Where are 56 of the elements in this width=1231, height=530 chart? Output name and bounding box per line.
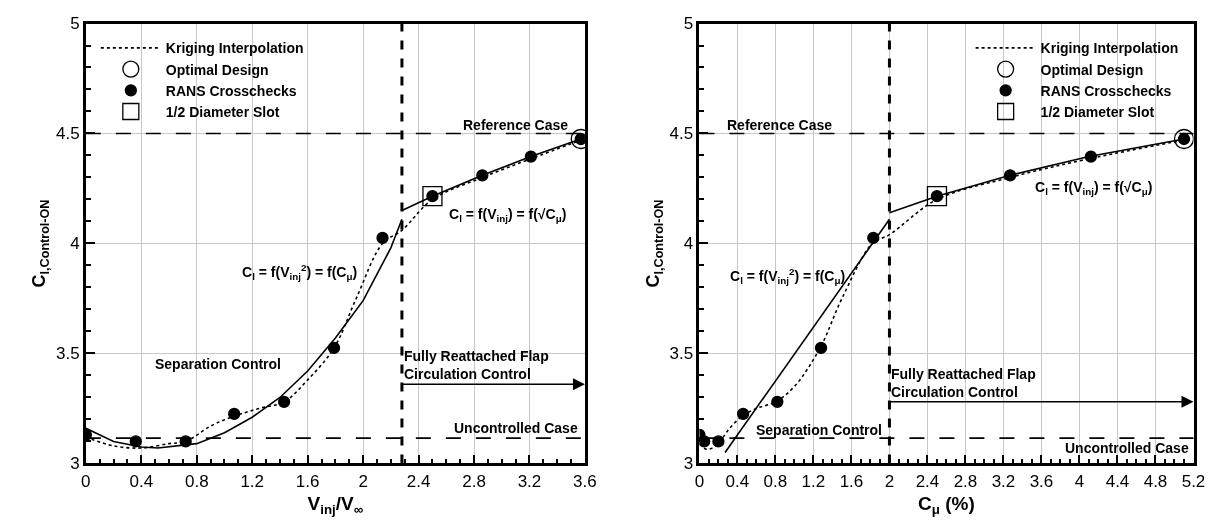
x-tick-label: 2.8 (462, 471, 486, 491)
y-tick-label: 5 (683, 14, 694, 34)
x-tick-label: 4.8 (1143, 471, 1168, 491)
legend-label: Optimal Design (165, 61, 269, 78)
annotation: Uncontrolled Case (1065, 440, 1189, 456)
y-tick-label: 3.5 (669, 344, 694, 364)
annotation: Reference Case (727, 117, 833, 133)
x-tick-label: 2.4 (915, 471, 940, 491)
x-tick-label: 0 (694, 471, 705, 491)
x-tick-label: 3.2 (991, 471, 1016, 491)
legend-label: Optimal Design (1040, 61, 1144, 78)
legend-label: RANS Crosschecks (1040, 82, 1172, 99)
x-tick-label: 5.2 (1181, 471, 1206, 491)
legend-label: 1/2 Diameter Slot (1040, 103, 1155, 120)
annotation: C$_{l}$ = f(V$_{inj}$) = f(√C$_{μ}$) (449, 206, 567, 224)
x-tick-label: 0 (81, 471, 91, 491)
y-tick-label: 4 (683, 234, 694, 254)
x-axis-title: C$_{μ}$ (%) (918, 493, 975, 518)
x-axis-title: V$_{inj}$/V$_{∞}$ (307, 493, 364, 518)
x-tick-label: 2.8 (953, 471, 978, 491)
x-tick-label: 1.6 (295, 471, 320, 491)
legend-label: Kriging Interpolation (165, 40, 304, 57)
annotation: Reference Case (463, 117, 569, 133)
x-tick-label: 2 (884, 471, 895, 491)
x-tick-label: 3.6 (573, 471, 597, 491)
annotation: C$_{l}$ = f(V$_{inj}$$^{2}$) = f(C$_{μ}$) (242, 262, 358, 282)
y-tick-label: 3 (70, 454, 80, 474)
x-tick-label: 0.4 (725, 471, 750, 491)
x-tick-label: 2 (358, 471, 368, 491)
y-tick-label: 4.5 (56, 124, 80, 144)
x-tick-label: 0.8 (763, 471, 788, 491)
x-tick-label: 3.2 (517, 471, 542, 491)
annotation: Uncontrolled Case (454, 420, 578, 436)
x-tick-label: 1.2 (240, 471, 265, 491)
annotation: Fully Reattached Flap Circulation Control (891, 366, 1036, 401)
x-tick-label: 2.4 (406, 471, 431, 491)
x-tick-label: 0.4 (129, 471, 154, 491)
annotation: C$_{l}$ = f(V$_{inj}$$^{2}$) = f(C$_{μ}$) (730, 266, 846, 286)
x-tick-label: 1.6 (839, 471, 864, 491)
x-tick-label: 4 (1074, 471, 1085, 491)
x-tick-label: 1.2 (801, 471, 826, 491)
x-tick-label: 4.4 (1105, 471, 1130, 491)
annotation: Separation Control (756, 422, 883, 438)
legend-label: Kriging Interpolation (1040, 40, 1179, 57)
annotation: Separation Control (155, 356, 282, 372)
legend-label: RANS Crosschecks (165, 82, 297, 99)
y-tick-label: 5 (70, 14, 80, 34)
annotation: C$_{l}$ = f(V$_{inj}$) = f(√C$_{μ}$) (1035, 179, 1153, 197)
y-tick-label: 4.5 (669, 124, 694, 144)
x-tick-label: 3.6 (1029, 471, 1054, 491)
annotation: Fully Reattached Flap Circulation Control (404, 348, 549, 383)
y-tick-label: 4 (70, 234, 80, 254)
y-tick-label: 3.5 (56, 344, 80, 364)
y-tick-label: 3 (683, 454, 694, 474)
x-tick-label: 0.8 (184, 471, 209, 491)
legend-label: 1/2 Diameter Slot (165, 103, 280, 120)
